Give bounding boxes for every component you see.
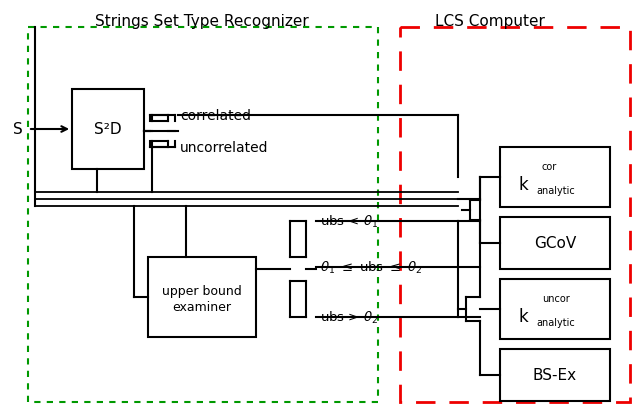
Text: correlated: correlated <box>180 108 251 122</box>
Text: analytic: analytic <box>536 186 575 196</box>
Bar <box>500 279 610 339</box>
Text: cor: cor <box>542 162 557 172</box>
Text: GCoV: GCoV <box>534 236 576 251</box>
Text: upper bound: upper bound <box>162 285 242 298</box>
Text: analytic: analytic <box>536 318 575 328</box>
Bar <box>500 349 610 401</box>
Bar <box>500 218 610 269</box>
Text: uncor: uncor <box>542 294 570 304</box>
Text: Strings Set Type Recognizer: Strings Set Type Recognizer <box>95 14 308 29</box>
Text: LCS Computer: LCS Computer <box>435 14 545 29</box>
Text: examiner: examiner <box>173 301 232 314</box>
Text: ubs > $\theta_2$: ubs > $\theta_2$ <box>320 309 378 325</box>
Bar <box>400 28 630 402</box>
Text: k: k <box>518 307 528 325</box>
Bar <box>148 257 256 337</box>
Bar <box>500 147 610 207</box>
Text: uncorrelated: uncorrelated <box>180 140 269 154</box>
Text: S: S <box>13 122 23 137</box>
Text: ubs < $\theta_1$: ubs < $\theta_1$ <box>320 214 378 230</box>
Text: $\theta_1$ $\leq$ ubs $\leq$ $\theta_2$: $\theta_1$ $\leq$ ubs $\leq$ $\theta_2$ <box>320 259 422 275</box>
Text: S²D: S²D <box>94 122 122 137</box>
Bar <box>28 28 378 402</box>
Bar <box>72 90 144 170</box>
Text: k: k <box>518 176 528 194</box>
Text: BS-Ex: BS-Ex <box>533 368 577 382</box>
